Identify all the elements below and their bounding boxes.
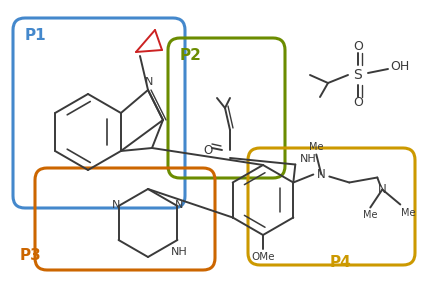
Text: Me: Me bbox=[401, 208, 416, 218]
Text: Me: Me bbox=[363, 211, 378, 220]
Text: OMe: OMe bbox=[251, 252, 275, 262]
Text: N: N bbox=[378, 183, 387, 196]
Text: Me: Me bbox=[309, 142, 324, 152]
Text: OH: OH bbox=[390, 60, 410, 74]
Text: P4: P4 bbox=[330, 255, 352, 270]
Text: N: N bbox=[145, 77, 153, 87]
Text: O: O bbox=[353, 96, 363, 110]
Text: S: S bbox=[354, 68, 362, 82]
Text: O: O bbox=[353, 41, 363, 53]
Text: NH: NH bbox=[171, 247, 188, 257]
Text: N: N bbox=[317, 168, 326, 181]
Text: N: N bbox=[175, 200, 184, 210]
Text: P3: P3 bbox=[20, 248, 42, 263]
Text: NH: NH bbox=[300, 154, 317, 164]
Text: P1: P1 bbox=[25, 28, 46, 43]
Text: O: O bbox=[203, 143, 213, 157]
Text: P2: P2 bbox=[180, 48, 202, 63]
Text: N: N bbox=[112, 200, 121, 210]
